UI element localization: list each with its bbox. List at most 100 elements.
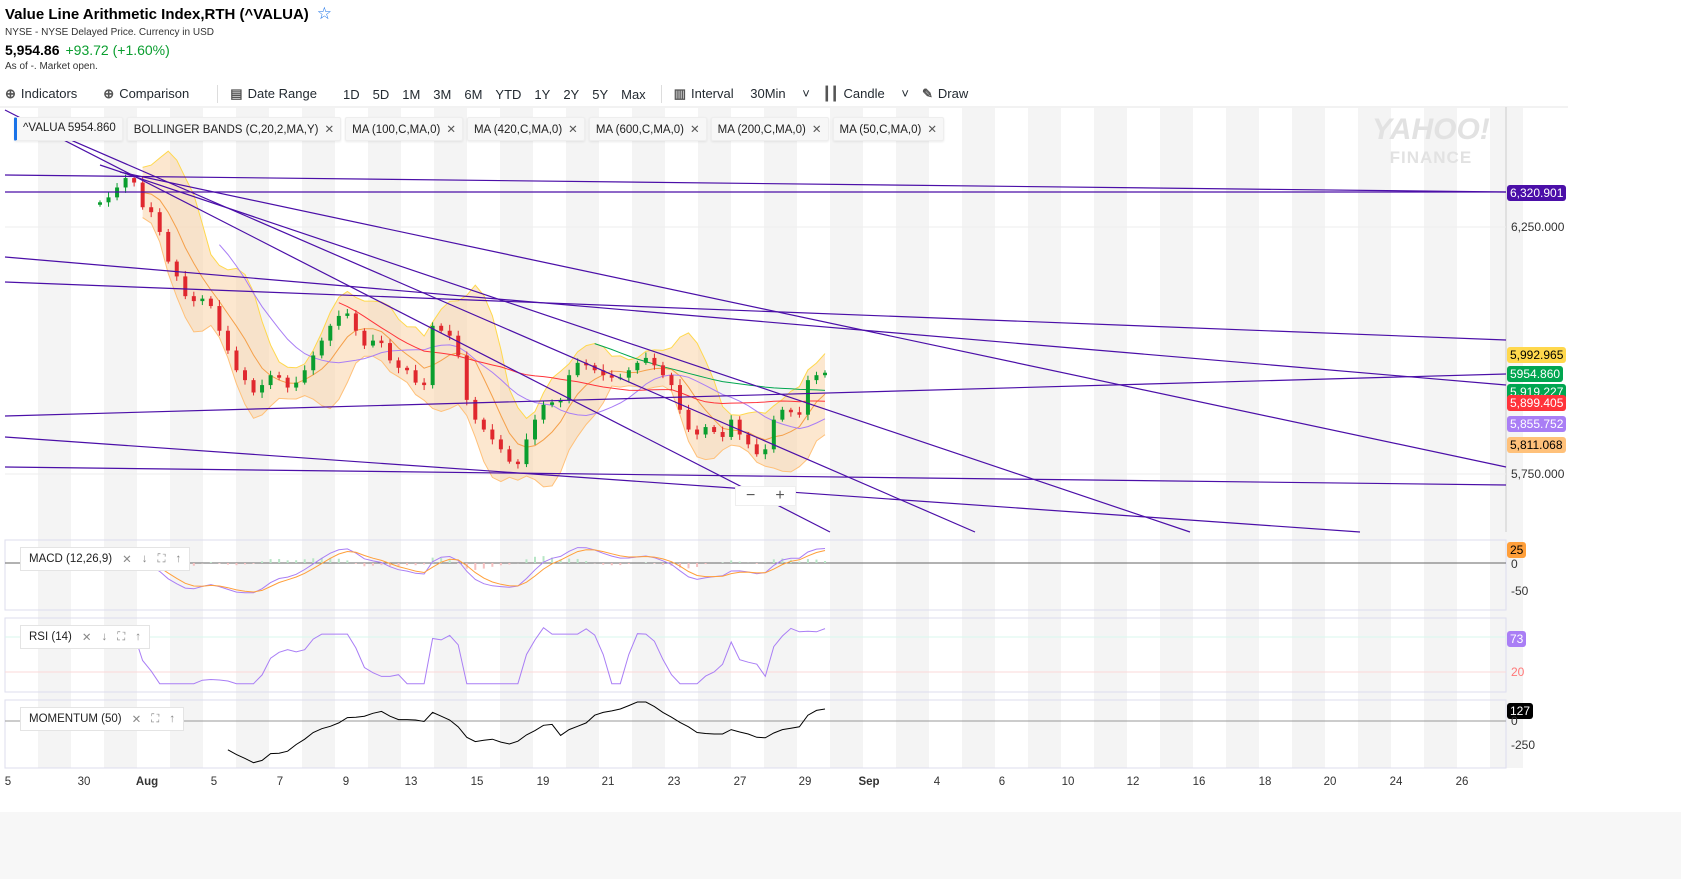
- macd-histogram-bar: [585, 561, 588, 563]
- rsi-line: [133, 626, 826, 685]
- macd-histogram-bar: [431, 557, 434, 563]
- trendline[interactable]: [4, 466, 1507, 486]
- candle: [157, 208, 162, 236]
- range-5d[interactable]: 5D: [372, 86, 390, 102]
- macd-histogram-bar: [457, 563, 460, 564]
- close-icon[interactable]: ✕: [324, 124, 335, 136]
- legend-ma200[interactable]: MA (200,C,MA,0) ✕: [710, 117, 829, 141]
- legend-ma50[interactable]: MA (50,C,MA,0) ✕: [832, 117, 944, 141]
- trendline[interactable]: [4, 109, 831, 533]
- trendline[interactable]: [4, 373, 1507, 417]
- chart-toolbar: ⊕ Indicators ⊕ Comparison ▤ Date Range 1D 5…: [5, 85, 994, 103]
- macd-histogram-bar: [738, 561, 741, 563]
- move-down-icon[interactable]: ↓: [101, 631, 108, 643]
- quote-header: Value Line Arithmetic Index,RTH (^VALUA)…: [5, 4, 332, 72]
- trendline[interactable]: [4, 281, 1507, 341]
- range-1y[interactable]: 1Y: [534, 86, 551, 102]
- candle-body: [439, 325, 444, 331]
- expand-icon[interactable]: ⛶: [117, 630, 126, 643]
- trendline[interactable]: [119, 171, 1507, 468]
- move-down-icon[interactable]: ↓: [141, 553, 148, 565]
- date-range-button[interactable]: ▤ Date Range: [230, 86, 330, 102]
- macd-histogram-bar: [440, 557, 443, 563]
- candle: [439, 323, 444, 333]
- close-icon[interactable]: ✕: [446, 124, 456, 136]
- legend-ma100[interactable]: MA (100,C,MA,0) ✕: [345, 117, 463, 141]
- macd-signal-line: [99, 549, 826, 593]
- legend-bollinger[interactable]: BOLLINGER BANDS (C,20,2,MA,Y) ✕: [126, 117, 342, 141]
- legend-symbol[interactable]: ^VALUA 5954.860: [14, 117, 123, 141]
- range-1m[interactable]: 1M: [402, 86, 421, 102]
- legend-ma600[interactable]: MA (600,C,MA,0) ✕: [588, 117, 707, 141]
- x-tick-label: 13: [404, 776, 418, 788]
- candle-body: [550, 402, 555, 405]
- candle: [780, 406, 785, 422]
- range-6m[interactable]: 6M: [464, 86, 483, 102]
- range-max[interactable]: Max: [621, 86, 646, 102]
- x-tick-label: 19: [536, 776, 550, 788]
- interval-value: 30Min: [750, 86, 786, 101]
- candle-body: [191, 296, 196, 302]
- trendline[interactable]: [99, 164, 1191, 533]
- candle: [140, 176, 145, 210]
- move-up-icon[interactable]: ↑: [175, 553, 182, 565]
- ma50-line: [219, 244, 826, 430]
- range-ytd[interactable]: YTD: [495, 86, 522, 102]
- macd-histogram-bar: [389, 563, 391, 567]
- move-up-icon[interactable]: ↑: [169, 713, 176, 725]
- macd-label[interactable]: MACD (12,26,9) ✕ ↓ ⛶ ↑: [20, 547, 191, 571]
- close-icon[interactable]: ✕: [81, 632, 92, 644]
- close-icon[interactable]: ✕: [122, 554, 132, 566]
- x-tick-label: 16: [1192, 776, 1206, 788]
- rsi-label[interactable]: RSI (14) ✕ ↓ ⛶ ↑: [20, 625, 151, 649]
- divider: [660, 85, 662, 103]
- range-2y[interactable]: 2Y: [563, 86, 580, 102]
- candle: [788, 407, 793, 417]
- move-up-icon[interactable]: ↑: [135, 631, 142, 643]
- candle-body: [635, 362, 640, 371]
- macd-histogram-bar: [653, 563, 656, 564]
- close-icon[interactable]: ✕: [927, 124, 937, 136]
- trendline[interactable]: [4, 436, 1361, 533]
- close-icon[interactable]: ✕: [690, 124, 700, 136]
- exchange-info: NYSE - NYSE Delayed Price. Currency in U…: [5, 27, 214, 38]
- star-icon[interactable]: ☆: [316, 4, 333, 23]
- expand-icon[interactable]: ⛶: [151, 712, 160, 725]
- zoom-out-button[interactable]: −: [746, 487, 756, 504]
- candle: [703, 424, 708, 438]
- macd-histogram-bar: [320, 557, 323, 563]
- legend-ma420[interactable]: MA (420,C,MA,0) ✕: [466, 117, 585, 141]
- indicators-button[interactable]: ⊕ Indicators: [5, 86, 90, 102]
- trendline[interactable]: [4, 174, 1507, 193]
- candle: [277, 371, 282, 381]
- candle-body: [422, 382, 427, 386]
- x-tick-label: 6: [998, 776, 1006, 788]
- momentum-label[interactable]: MOMENTUM (50) ✕ ⛶ ↑: [20, 707, 185, 731]
- zoom-in-button[interactable]: +: [775, 487, 785, 504]
- candle-body: [823, 372, 827, 376]
- trendline[interactable]: [19, 117, 976, 533]
- macd-histogram-bar: [261, 561, 264, 563]
- price-chart[interactable]: [0, 0, 1681, 800]
- bollinger-lower: [142, 217, 826, 488]
- range-1d[interactable]: 1D: [342, 86, 360, 102]
- candle-body: [217, 306, 222, 331]
- interval-dropdown[interactable]: ▥ Interval 30Min ˅: [673, 86, 810, 101]
- draw-button[interactable]: ✎ Draw: [922, 86, 981, 102]
- trendlines[interactable]: [4, 109, 1507, 533]
- chart-type-dropdown[interactable]: ┃┃ Candle ˅: [822, 86, 909, 101]
- price-label: 5,855.752: [1507, 416, 1567, 432]
- range-5y[interactable]: 5Y: [592, 86, 609, 102]
- indicator-panel: [4, 539, 1507, 611]
- candle-body: [746, 434, 751, 445]
- range-3m[interactable]: 3M: [433, 86, 452, 102]
- close-icon[interactable]: ✕: [811, 124, 822, 136]
- close-icon[interactable]: ✕: [131, 714, 142, 726]
- comparison-button[interactable]: ⊕ Comparison: [103, 86, 202, 102]
- close-icon[interactable]: ✕: [568, 124, 578, 136]
- trendline[interactable]: [4, 256, 1507, 386]
- expand-icon[interactable]: ⛶: [157, 552, 166, 565]
- candle-body: [660, 365, 665, 376]
- candle-body: [498, 439, 503, 450]
- candle-body: [183, 276, 188, 297]
